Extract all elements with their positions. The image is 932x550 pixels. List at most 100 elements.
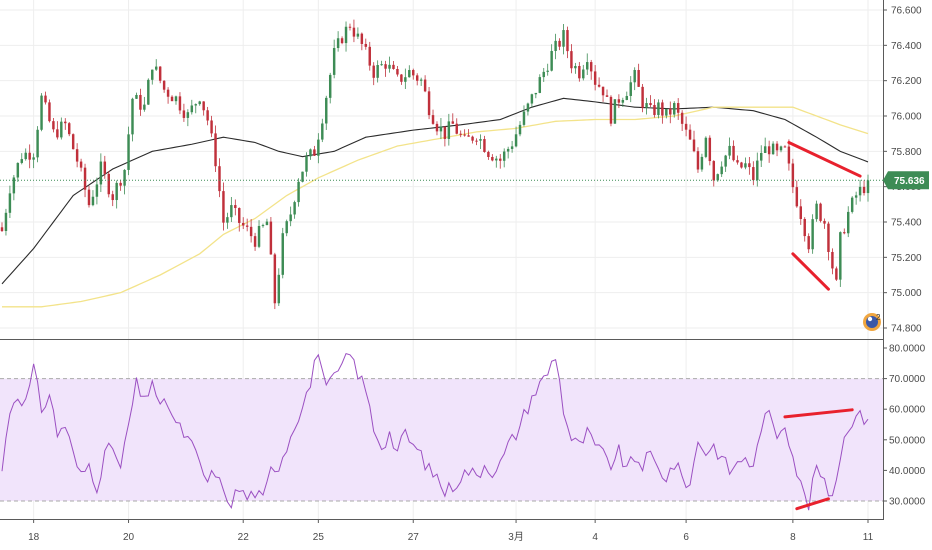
candle-body <box>506 148 510 152</box>
candle-body <box>771 143 775 155</box>
candle-body <box>154 66 158 70</box>
candle-body <box>649 103 652 106</box>
candle-body <box>336 38 340 49</box>
candle-body <box>60 121 63 138</box>
candle-body <box>325 97 328 124</box>
candle-body <box>95 184 99 197</box>
candle <box>748 156 751 175</box>
candle-body <box>850 197 854 212</box>
candle-body <box>578 65 581 79</box>
candle-body <box>550 50 553 71</box>
candle <box>688 124 692 140</box>
rsi-tick-label: 80.0000 <box>889 344 926 355</box>
date-tick-label: 4 <box>592 532 598 543</box>
candle <box>471 135 474 144</box>
candle-body <box>64 121 67 124</box>
candle <box>309 148 312 160</box>
candle <box>364 38 368 50</box>
candle <box>154 59 158 71</box>
candle <box>720 161 723 178</box>
candle <box>321 118 324 143</box>
candle <box>257 220 261 249</box>
candle-body <box>396 68 399 75</box>
candle-body <box>720 166 723 175</box>
candle <box>325 95 328 130</box>
candle-body <box>182 110 186 118</box>
candle <box>522 105 526 127</box>
candle-body <box>696 151 700 170</box>
candle-body <box>431 115 435 124</box>
candle-body <box>574 65 577 69</box>
candle-body <box>368 46 371 66</box>
candle <box>795 180 799 208</box>
candle <box>499 154 502 169</box>
rsi-axis[interactable]: 80.0000 70.0000 60.0000 50.0000 40.0000 30.00… <box>883 344 926 508</box>
candle <box>344 21 348 52</box>
candle-body <box>673 103 676 115</box>
candle-body <box>214 133 217 167</box>
candle <box>649 95 652 108</box>
candle-body <box>218 166 221 192</box>
alert-bell-icon[interactable]: 2 <box>863 313 881 331</box>
candle-body <box>281 233 284 275</box>
candle-body <box>554 40 557 51</box>
candle-body <box>392 64 395 69</box>
candle-body <box>787 146 791 164</box>
candle-body <box>684 123 688 130</box>
candle <box>502 148 506 168</box>
candle-body <box>71 134 75 150</box>
candle-body <box>293 202 296 215</box>
candle-body <box>479 139 482 141</box>
candle-body <box>408 70 411 78</box>
candle-body <box>593 71 597 85</box>
candle <box>771 141 775 155</box>
candle-body <box>12 177 16 194</box>
price-trendline <box>791 252 830 291</box>
candle <box>760 145 763 167</box>
candle-body <box>91 196 95 206</box>
candle-body <box>151 69 154 80</box>
candle <box>712 160 716 187</box>
candle <box>162 80 166 93</box>
rsi-band <box>0 378 883 501</box>
candle-body <box>222 191 225 223</box>
candle <box>269 217 273 255</box>
candle <box>0 222 4 233</box>
candle-body <box>419 79 423 81</box>
date-axis[interactable]: 18 20 22 25 27 3月 4 6 8 11 <box>28 519 874 543</box>
candle <box>621 97 625 107</box>
candle-body <box>601 86 605 96</box>
candle <box>459 130 462 138</box>
candle-body <box>736 160 739 163</box>
candle-body <box>629 82 632 96</box>
candle-body <box>756 160 759 181</box>
candle <box>415 73 419 86</box>
candle-body <box>289 214 292 222</box>
candle-body <box>708 137 712 162</box>
candle <box>356 27 360 40</box>
candle-body <box>273 254 277 304</box>
candle <box>151 69 154 85</box>
candle-body <box>700 156 704 170</box>
candle <box>60 117 63 140</box>
candle <box>538 74 542 94</box>
candle-body <box>621 99 625 103</box>
candle-body <box>767 146 771 155</box>
candle <box>684 116 688 137</box>
candle <box>372 62 375 86</box>
candle <box>815 200 818 222</box>
candle-body <box>748 163 751 168</box>
candle-body <box>582 69 585 79</box>
candle-body <box>645 103 648 108</box>
date-tick-label: 6 <box>683 532 689 543</box>
candle <box>293 200 296 219</box>
candle-body <box>56 129 59 138</box>
rsi-trendlines[interactable] <box>783 408 854 511</box>
candle-body <box>455 123 458 134</box>
candle <box>64 118 67 130</box>
price-trendlines[interactable] <box>787 141 862 291</box>
price-tick-label: 75.800 <box>891 147 922 158</box>
rsi-trendline <box>783 408 854 419</box>
candle <box>174 95 178 105</box>
candle-body <box>542 71 545 78</box>
